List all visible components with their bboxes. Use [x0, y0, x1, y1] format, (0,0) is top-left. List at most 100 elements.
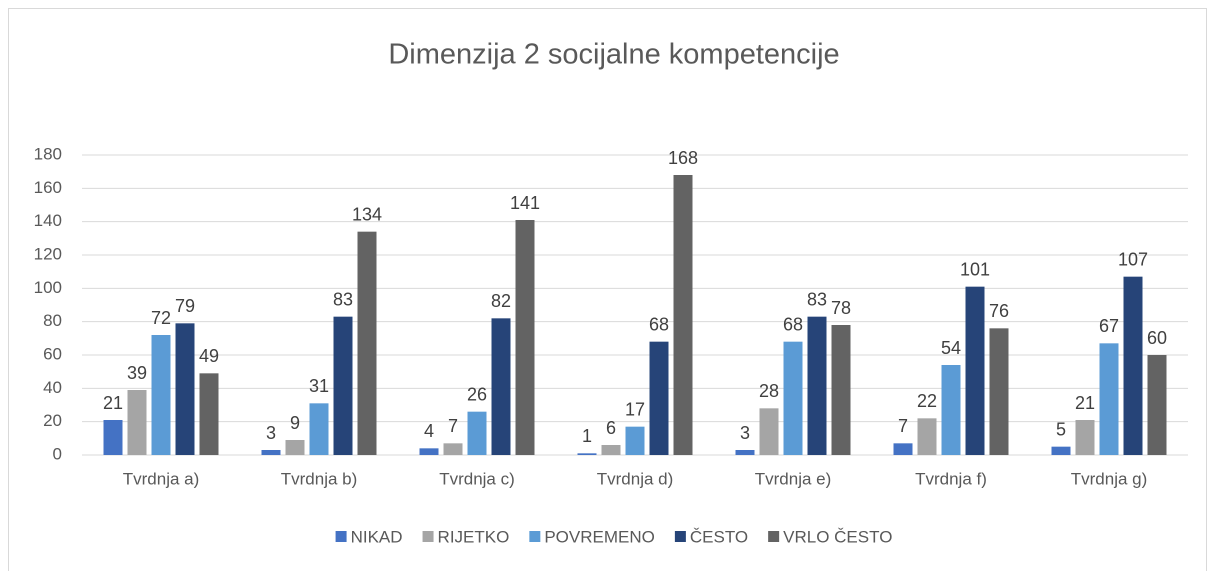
data-label: 6 [606, 418, 616, 438]
bar [1051, 446, 1071, 455]
data-label: 168 [668, 148, 698, 168]
data-label: 28 [759, 381, 779, 401]
legend-swatch [335, 531, 347, 542]
bar [831, 325, 851, 455]
data-label: 78 [831, 298, 851, 318]
bar [261, 450, 281, 455]
bar [1099, 343, 1119, 455]
bar [1123, 276, 1143, 455]
x-tick-label: Tvrdnja f) [915, 469, 987, 488]
y-tick-label: 120 [34, 244, 62, 263]
bar [175, 323, 195, 455]
bar [1147, 355, 1167, 455]
data-label: 72 [151, 308, 171, 328]
bar [491, 318, 511, 455]
bar [515, 220, 535, 455]
legend-swatch [529, 531, 541, 542]
legend-label: VRLO ČESTO [783, 527, 892, 546]
data-label: 67 [1099, 316, 1119, 336]
bar [893, 443, 913, 455]
y-tick-label: 160 [34, 178, 62, 197]
bar [989, 328, 1009, 455]
data-label: 49 [199, 346, 219, 366]
bar [333, 316, 353, 455]
legend-swatch [768, 531, 780, 542]
bar [199, 373, 219, 455]
bar [625, 426, 645, 455]
data-label: 21 [1075, 393, 1095, 413]
bar [965, 286, 985, 455]
bar [783, 341, 803, 455]
y-tick-label: 20 [43, 411, 62, 430]
data-label: 39 [127, 363, 147, 383]
data-label: 134 [352, 204, 382, 224]
bar [941, 365, 961, 455]
data-label: 7 [898, 416, 908, 436]
x-tick-label: Tvrdnja d) [597, 469, 674, 488]
y-tick-label: 0 [53, 444, 62, 463]
chart-border [8, 8, 1207, 571]
bar [443, 443, 463, 455]
y-tick-label: 60 [43, 344, 62, 363]
data-label: 141 [510, 193, 540, 213]
y-tick-label: 180 [34, 144, 62, 163]
legend-label: ČESTO [690, 527, 748, 546]
data-label: 60 [1147, 328, 1167, 348]
bar [759, 408, 779, 455]
bar [673, 175, 693, 455]
bar [103, 420, 123, 455]
x-tick-label: Tvrdnja b) [281, 469, 358, 488]
data-label: 26 [467, 384, 487, 404]
legend-label: POVREMENO [544, 527, 655, 546]
data-label: 4 [424, 421, 434, 441]
data-label: 22 [917, 391, 937, 411]
bar [357, 231, 377, 455]
data-label: 54 [941, 338, 961, 358]
data-label: 1 [582, 426, 592, 446]
x-tick-label: Tvrdnja e) [755, 469, 832, 488]
bar [649, 341, 669, 455]
chart-title: Dimenzija 2 socijalne kompetencije [388, 39, 839, 71]
data-label: 68 [783, 314, 803, 334]
data-label: 7 [448, 416, 458, 436]
data-label: 3 [740, 423, 750, 443]
data-label: 5 [1056, 419, 1066, 439]
y-tick-label: 80 [43, 311, 62, 330]
data-label: 101 [960, 259, 990, 279]
bar [735, 450, 755, 455]
data-label: 79 [175, 296, 195, 316]
data-label: 76 [989, 301, 1009, 321]
bar [577, 453, 597, 455]
x-tick-label: Tvrdnja g) [1071, 469, 1148, 488]
bar [419, 448, 439, 455]
bar [309, 403, 329, 455]
y-tick-label: 100 [34, 278, 62, 297]
data-label: 82 [491, 291, 511, 311]
legend-swatch [422, 531, 434, 542]
bar [467, 411, 487, 455]
legend-label: RIJETKO [438, 527, 510, 546]
y-tick-label: 40 [43, 378, 62, 397]
bar [151, 335, 171, 455]
data-label: 9 [290, 413, 300, 433]
bar [601, 445, 621, 455]
data-label: 17 [625, 399, 645, 419]
bar [1075, 420, 1095, 455]
data-label: 83 [333, 289, 353, 309]
data-label: 83 [807, 289, 827, 309]
bar [127, 390, 147, 455]
data-label: 31 [309, 376, 329, 396]
x-tick-label: Tvrdnja c) [439, 469, 515, 488]
x-tick-label: Tvrdnja a) [123, 469, 200, 488]
legend-swatch [674, 531, 686, 542]
bar [917, 418, 937, 455]
legend-label: NIKAD [351, 527, 403, 546]
bar [807, 316, 827, 455]
y-tick-label: 140 [34, 211, 62, 230]
data-label: 107 [1118, 249, 1148, 269]
data-label: 3 [266, 423, 276, 443]
bar [285, 440, 305, 455]
data-label: 21 [103, 393, 123, 413]
data-label: 68 [649, 314, 669, 334]
